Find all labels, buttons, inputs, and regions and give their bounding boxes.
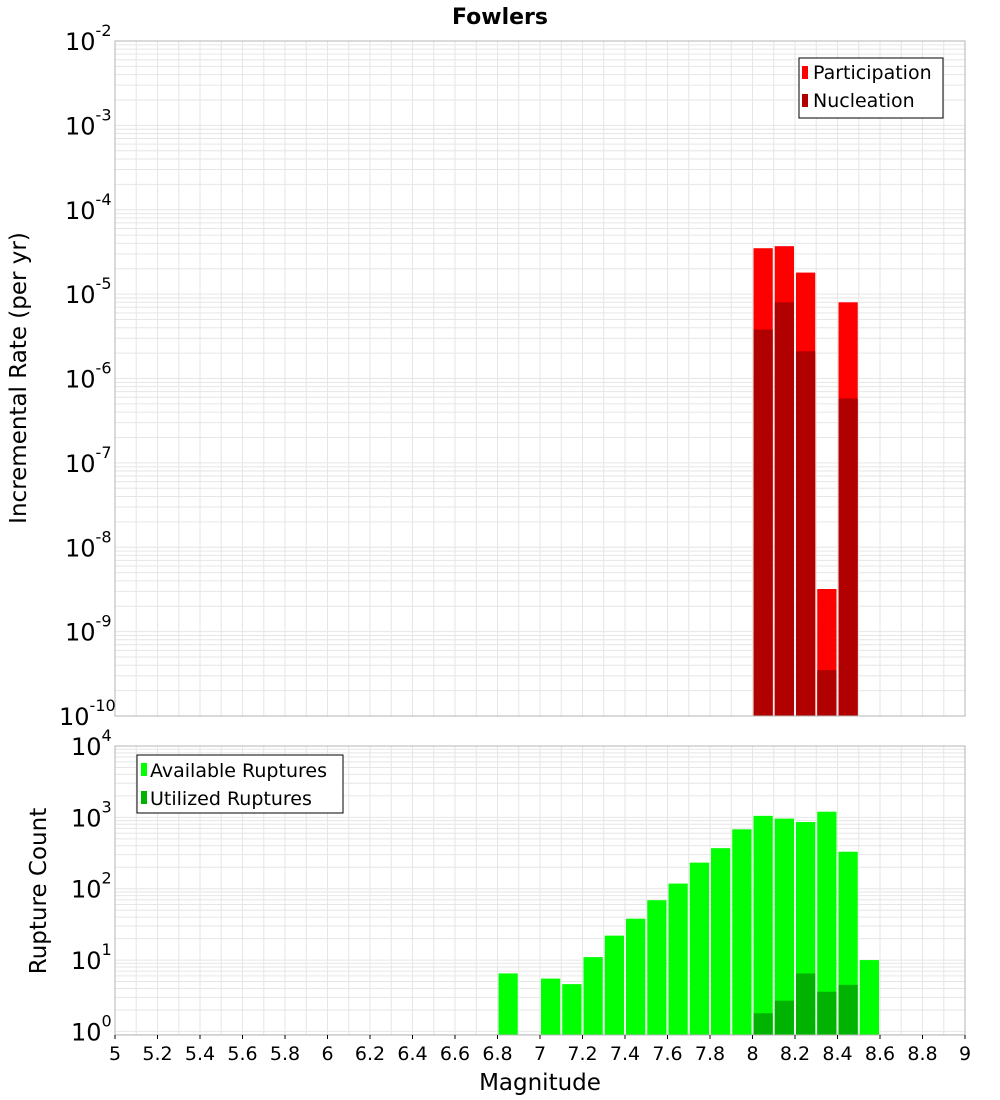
available-ruptures-bar [859,960,879,1035]
utilized-ruptures-bar [838,984,858,1035]
nucleation-legend-swatch [802,94,808,107]
y-tick-label: 104 [71,726,112,761]
utilized-ruptures-bar [774,1000,794,1035]
available-ruptures-bar [774,818,794,1035]
x-tick-label: 7 [534,1043,546,1065]
rupture-count-legend-box [136,754,344,814]
available-ruptures-bar [668,883,688,1035]
available-ruptures-bar [562,984,582,1035]
x-tick-label: 6.6 [440,1043,470,1065]
x-tick-label: 8.6 [865,1043,895,1065]
rupture-count-y-axis-label: Rupture Count [26,808,52,974]
x-tick-label: 7.4 [610,1043,640,1065]
available-ruptures-bar [583,957,603,1035]
y-tick-label: 10-4 [65,190,112,225]
x-tick-label: 6 [321,1043,333,1065]
x-tick-label: 7.2 [567,1043,597,1065]
available-ruptures-bar [541,978,561,1035]
available-ruptures-bar [498,973,518,1035]
rate-legend-box [798,57,944,119]
available-ruptures-legend-label: Available Ruptures [150,760,327,782]
rate-y-ticks: 10-10 10-9 10-8 10-7 10-6 10-5 10-4 10-3 10-2 [59,21,116,731]
y-tick-label: 10-8 [65,527,112,562]
y-tick-label: 10-3 [65,105,112,140]
x-tick-label: 6.4 [397,1043,427,1065]
y-tick-label: 10-6 [65,359,112,394]
nucleation-bar [838,398,858,716]
x-tick-label: 8.2 [780,1043,810,1065]
magnitude-x-ticks: 5 5.2 5.4 5.6 5.8 6 6.2 6.4 6.6 6.8 7 7.2 7.4 7.6 7.8 8… [109,1035,971,1065]
available-ruptures-bar [817,811,837,1035]
nucleation-bar [796,351,816,716]
x-tick-label: 7.6 [652,1043,682,1065]
rate-gridlines [115,41,965,716]
y-tick-label: 10-7 [65,443,112,478]
y-tick-label: 10-2 [65,21,112,56]
magnitude-x-axis-label: Magnitude [479,1070,601,1096]
y-tick-label: 100 [71,1011,112,1046]
available-ruptures-bar [604,935,624,1035]
y-tick-label: 103 [71,797,112,832]
nucleation-bar [753,329,773,716]
available-ruptures-bar [689,862,709,1035]
utilized-ruptures-legend-swatch [141,791,147,804]
available-ruptures-bar [711,848,731,1035]
rate-legend: Participation Nucleation [798,57,944,119]
y-tick-label: 102 [71,869,112,904]
participation-legend-swatch [802,66,808,79]
x-tick-label: 5.2 [142,1043,172,1065]
y-tick-label: 101 [71,940,112,975]
rate-y-axis-label: Incremental Rate (per yr) [6,232,32,524]
y-tick-label: 10-5 [65,274,112,309]
nucleation-bar [817,670,837,716]
y-tick-label: 10-9 [65,612,112,647]
utilized-ruptures-bar [817,991,837,1035]
x-tick-label: 5.6 [227,1043,257,1065]
participation-legend-label: Participation [813,62,932,84]
nucleation-legend-label: Nucleation [813,90,915,112]
available-ruptures-bar [647,900,667,1035]
chart-title: Fowlers [452,5,548,30]
rupture-count-y-ticks: 100 101 102 103 104 [71,726,112,1046]
utilized-ruptures-bar [796,973,816,1035]
rupture-count-panel: 100 101 102 103 104 5 5.2 5.4 5.6 5.8 6 6.2 6.4 6.6 6… [26,726,971,1096]
x-tick-label: 6.8 [482,1043,512,1065]
x-tick-label: 5.8 [270,1043,300,1065]
x-tick-label: 5.4 [185,1043,215,1065]
rupture-count-legend: Available Ruptures Utilized Ruptures [136,754,344,814]
available-ruptures-bar [732,829,752,1035]
x-tick-label: 7.8 [695,1043,725,1065]
rate-plot-frame [114,40,966,717]
rate-bars [753,246,858,717]
x-tick-label: 6.2 [355,1043,385,1065]
rupture-count-bars [498,811,879,1035]
rate-panel: 10-10 10-9 10-8 10-7 10-6 10-5 10-4 10-3 10-2 In… [6,21,966,731]
available-ruptures-bar [626,918,646,1035]
utilized-ruptures-legend-label: Utilized Ruptures [150,788,312,810]
nucleation-bar [774,302,794,716]
available-ruptures-bar [753,815,773,1035]
x-tick-label: 9 [959,1043,971,1065]
x-tick-label: 8.8 [907,1043,937,1065]
available-ruptures-legend-swatch [141,763,147,776]
utilized-ruptures-bar [753,1013,773,1035]
x-tick-label: 5 [109,1043,121,1065]
x-tick-label: 8 [746,1043,758,1065]
y-tick-label: 10-10 [59,696,116,731]
x-tick-label: 8.4 [822,1043,852,1065]
